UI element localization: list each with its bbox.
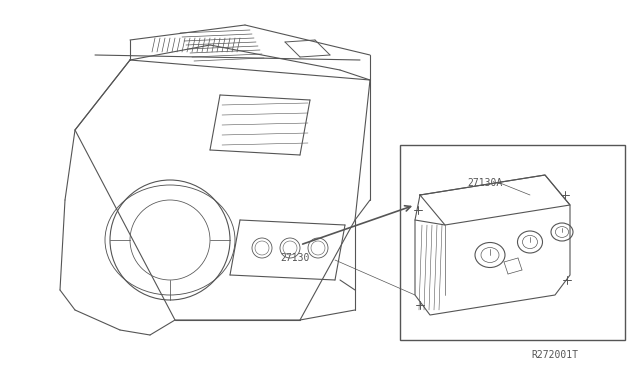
Bar [400, 145, 625, 340]
Text: R272001T: R272001T [531, 350, 578, 360]
Text: 27130A: 27130A [467, 178, 502, 188]
Text: 27130: 27130 [280, 253, 310, 263]
